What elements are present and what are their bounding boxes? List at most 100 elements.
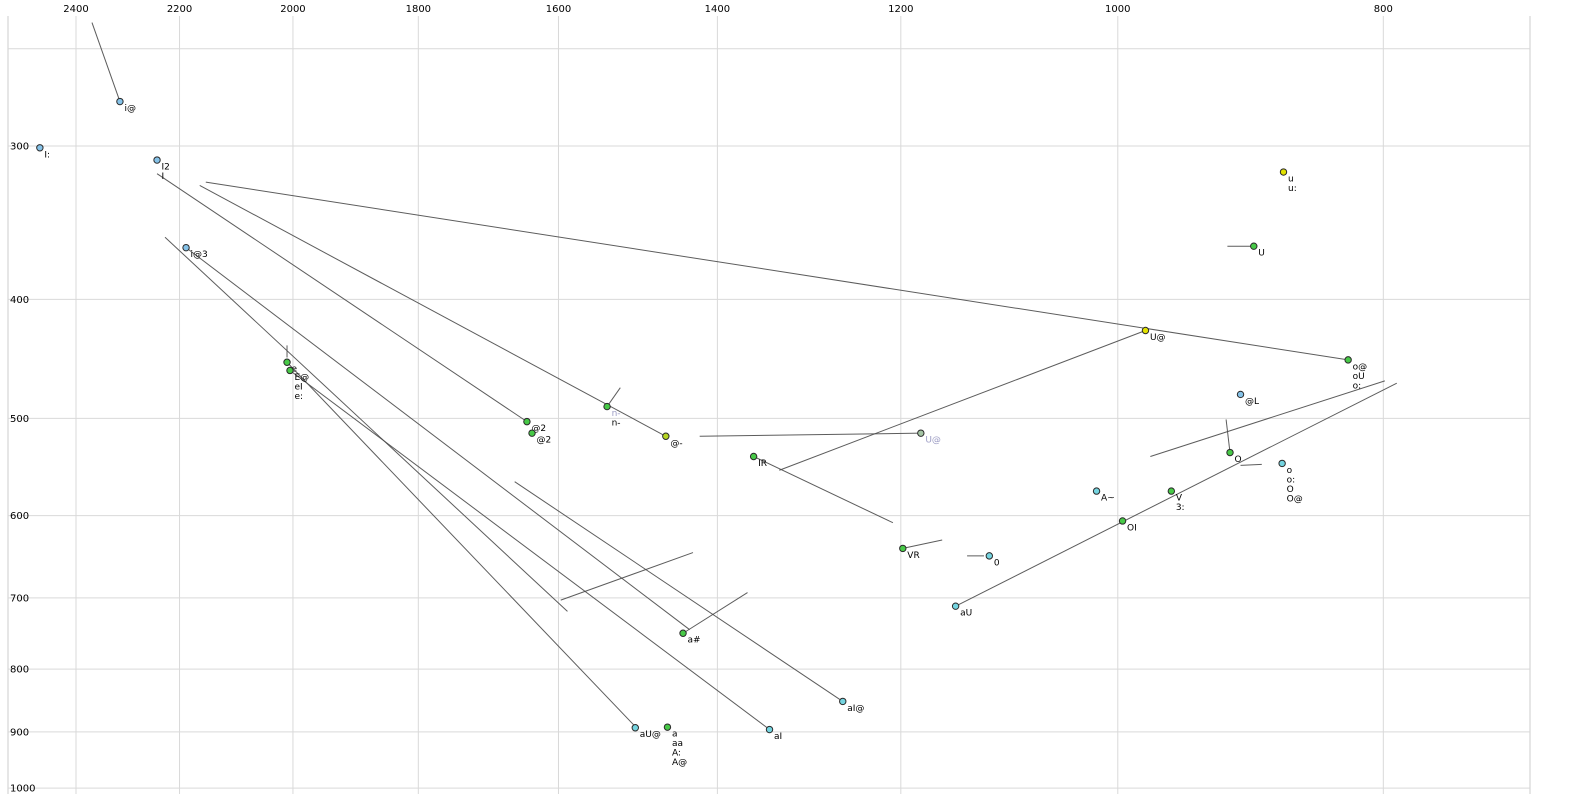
vowel-point[interactable]	[1278, 459, 1286, 468]
trajectory-line	[560, 552, 694, 601]
vowel-point[interactable]	[528, 429, 536, 437]
y-tick-label: 300	[10, 142, 29, 153]
trajectory-line	[164, 236, 568, 612]
vowel-label: I:	[44, 150, 50, 160]
trajectory-line	[514, 481, 844, 702]
vowel-point[interactable]	[1236, 390, 1245, 399]
vowel-point[interactable]	[631, 724, 639, 732]
vowel-point[interactable]	[182, 243, 190, 252]
vowel-label: a	[672, 730, 678, 740]
vowel-label: O@	[1287, 494, 1303, 504]
vowel-label: o@	[1353, 362, 1368, 372]
vowel-point[interactable]	[1250, 242, 1258, 250]
trajectory-line	[289, 370, 770, 730]
vowel-label: 3:	[1176, 503, 1185, 513]
x-tick-label: 800	[1374, 4, 1393, 15]
vowel-label: O	[1287, 485, 1294, 495]
vowel-point[interactable]	[765, 725, 774, 734]
vowel-label: oU	[1353, 372, 1365, 382]
y-tick-label: 1000	[10, 784, 35, 795]
y-tick-label: 800	[10, 665, 29, 676]
trajectory-line	[779, 330, 1146, 471]
vowel-point[interactable]	[839, 697, 847, 706]
vowel-label: I	[162, 172, 165, 182]
vowel-label: n-	[612, 419, 621, 429]
vowel-point[interactable]	[1118, 517, 1127, 525]
vowel-point[interactable]	[985, 552, 994, 560]
vowel-point[interactable]	[1141, 326, 1150, 335]
trajectory-line	[1240, 463, 1262, 466]
vowel-label: aI@	[847, 704, 864, 714]
vowel-point[interactable]	[662, 432, 670, 440]
vowel-label: E@	[294, 373, 309, 383]
vowel-point[interactable]	[749, 452, 758, 461]
trajectory-line	[199, 184, 667, 437]
vowel-label: i@3	[191, 250, 208, 260]
trajectory-line	[753, 456, 894, 524]
trajectory-line	[902, 539, 943, 549]
vowel-point[interactable]	[286, 366, 294, 375]
vowel-point[interactable]	[1344, 356, 1352, 364]
vowel-label: aU@	[640, 730, 661, 740]
vowel-point[interactable]	[1167, 487, 1176, 495]
vowel-label: @-	[670, 439, 682, 449]
vowel-point[interactable]	[36, 144, 44, 152]
vowel-point[interactable]	[663, 723, 672, 731]
vowel-point[interactable]	[603, 402, 611, 411]
vowel-label: u:	[1288, 184, 1297, 194]
x-tick-label: 1400	[705, 4, 730, 15]
vowel-label: e:	[294, 392, 303, 402]
vowel-point[interactable]	[679, 629, 687, 637]
vowel-point[interactable]	[1092, 487, 1101, 495]
vowel-label: U@	[1150, 333, 1166, 343]
vowel-label: a#	[688, 636, 701, 646]
vowel-point[interactable]	[917, 429, 925, 437]
vowel-label: @2	[537, 436, 552, 446]
vowel-label: U@	[925, 436, 941, 446]
vowel-point[interactable]	[899, 544, 907, 553]
trajectory-line	[682, 592, 748, 634]
vowel-label: O	[1235, 455, 1242, 465]
trajectory-line	[91, 22, 121, 102]
vowel-label: u	[1288, 175, 1294, 185]
vowel-label: aa	[672, 739, 683, 749]
vowel-label: o	[1287, 466, 1293, 476]
y-tick-label: 600	[10, 511, 29, 522]
y-tick-label: 400	[10, 295, 29, 306]
vowel-point[interactable]	[116, 97, 124, 106]
vowel-point[interactable]	[1226, 448, 1234, 457]
trajectory-line	[156, 173, 528, 423]
vowel-label: A~	[1101, 494, 1115, 504]
trajectory-line	[699, 432, 921, 437]
y-tick-label: 700	[10, 593, 29, 604]
vowel-label: @2	[531, 424, 546, 434]
trajectory-line	[286, 361, 636, 727]
x-tick-label: 1600	[546, 4, 571, 15]
trajectory-line	[606, 387, 621, 407]
vowel-label: V	[1176, 494, 1183, 504]
vowel-label: o:	[1353, 381, 1362, 391]
x-tick-label: 1000	[1105, 4, 1130, 15]
vowel-label: A:	[672, 749, 681, 759]
x-tick-label: 2000	[280, 4, 305, 15]
x-tick-label: 2400	[63, 4, 88, 15]
vowel-label: @L	[1245, 397, 1259, 407]
vowel-point[interactable]	[1279, 168, 1288, 176]
vowel-point[interactable]	[951, 602, 960, 610]
x-tick-label: 1800	[406, 4, 431, 15]
vowel-label: aU	[960, 609, 972, 619]
vowel-point[interactable]	[153, 156, 161, 164]
vowel-label: VR	[907, 551, 919, 561]
vowel-label: n-	[612, 409, 621, 419]
vowel-point[interactable]	[523, 417, 531, 426]
vowel-point[interactable]	[283, 358, 291, 366]
vowel-label: OI	[1127, 523, 1137, 533]
vowel-label: IR	[758, 459, 767, 469]
y-tick-label: 900	[10, 727, 29, 738]
vowel-label: aI	[774, 732, 782, 742]
vowel-label: U	[1258, 249, 1265, 259]
vowel-label: e	[292, 365, 298, 375]
vowel-label: i@	[124, 104, 136, 114]
